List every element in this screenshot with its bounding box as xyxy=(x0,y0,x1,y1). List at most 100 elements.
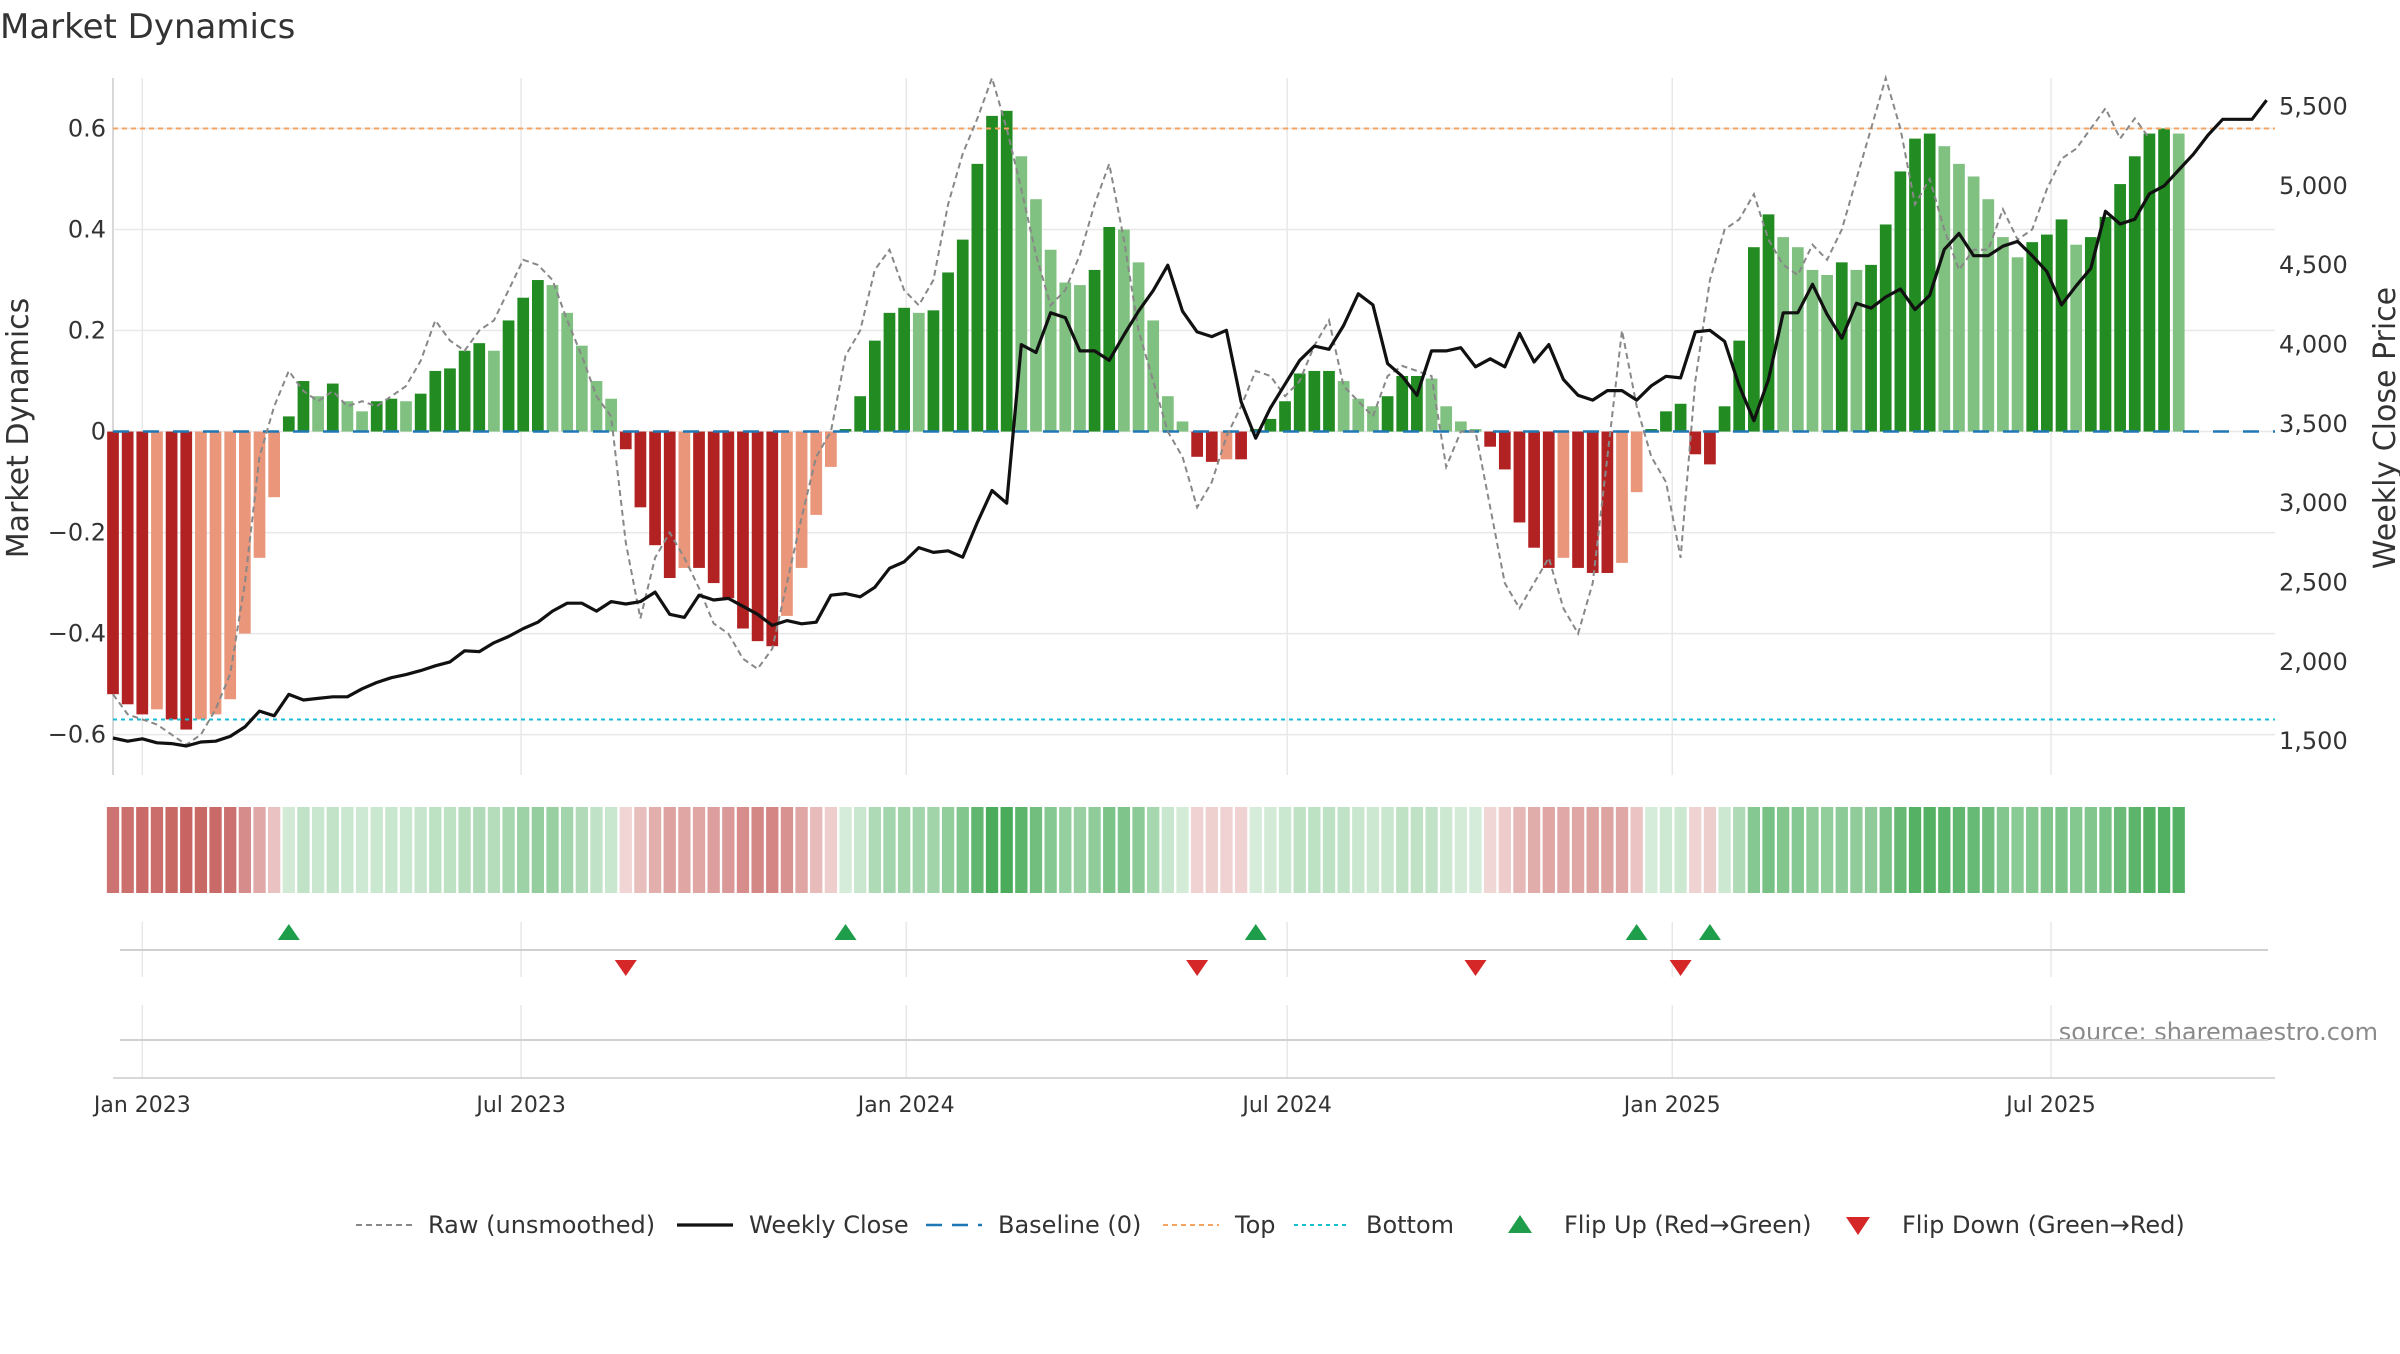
regime-cell xyxy=(311,807,325,893)
regime-cell xyxy=(590,807,603,893)
dynamics-bar xyxy=(1645,429,1658,432)
regime-cell xyxy=(1777,807,1790,893)
dynamics-bar xyxy=(1835,262,1848,432)
regime-cell xyxy=(502,807,515,893)
x-tick-label: Jan 2023 xyxy=(92,1093,191,1118)
dynamics-bar xyxy=(2114,184,2126,432)
regime-cell xyxy=(443,807,457,893)
y2-tick-label: 3,500 xyxy=(2279,410,2348,438)
dynamics-bar xyxy=(1308,370,1321,432)
regime-cell xyxy=(106,807,120,893)
dynamics-bar xyxy=(839,429,852,432)
dynamics-bar xyxy=(136,431,149,715)
regime-cell xyxy=(1044,807,1057,893)
dynamics-bar xyxy=(766,431,779,647)
dynamics-bar xyxy=(253,431,266,558)
regime-cell xyxy=(2099,807,2112,893)
regime-cell xyxy=(1923,807,1936,893)
dynamics-bar xyxy=(224,431,237,700)
regime-cell xyxy=(751,807,764,893)
regime-cell xyxy=(692,807,706,893)
dynamics-bar xyxy=(2158,128,2170,432)
regime-cell xyxy=(1938,807,1951,893)
regime-cell xyxy=(1542,807,1555,893)
regime-cell xyxy=(766,807,779,893)
regime-cell xyxy=(1967,807,1980,893)
x-tick-label: Jul 2025 xyxy=(2004,1093,2096,1118)
dynamics-bar xyxy=(2128,156,2141,432)
legend-label: Bottom xyxy=(1366,1211,1454,1239)
y-tick-label: −0.4 xyxy=(48,620,106,648)
regime-cell xyxy=(1029,807,1043,893)
x-axis: Jan 2023 Jul 2023 Jan 2024 Jul 2024 Jan 2025… xyxy=(92,1077,2275,1118)
dynamics-bar xyxy=(429,370,442,432)
regime-cell xyxy=(1659,807,1673,893)
dynamics-bar xyxy=(1806,269,1819,432)
regime-cell xyxy=(1440,807,1453,893)
regime-cell xyxy=(2157,807,2171,893)
dynamics-bar xyxy=(1982,199,1995,432)
regime-cell xyxy=(487,807,501,893)
regime-cell xyxy=(1718,807,1731,893)
dynamics-bar xyxy=(517,297,530,432)
regime-cell xyxy=(1103,807,1116,893)
regime-cell xyxy=(561,807,574,893)
regime-cell xyxy=(1381,807,1394,893)
regime-cell xyxy=(634,807,647,893)
regime-cell xyxy=(1059,807,1072,893)
legend-label: Top xyxy=(1234,1211,1276,1239)
regime-cell xyxy=(209,807,222,893)
dynamics-bar xyxy=(1205,431,1218,462)
legend-swatch xyxy=(1846,1217,1870,1235)
x-tick-label: Jan 2024 xyxy=(856,1093,955,1118)
x-tick-label: Jul 2023 xyxy=(474,1093,566,1118)
flip-panel xyxy=(120,922,2268,977)
regime-cell xyxy=(941,807,955,893)
dynamics-bar xyxy=(121,431,134,705)
dynamics-bar xyxy=(473,343,486,432)
legend-item-flip_up: Flip Up (Red→Green) xyxy=(1508,1211,1812,1239)
regime-cell xyxy=(1645,807,1658,893)
legend-label: Baseline (0) xyxy=(998,1211,1141,1239)
regime-cell xyxy=(1396,807,1409,893)
y-tick-label: 0 xyxy=(91,418,106,446)
regime-cell xyxy=(180,807,193,893)
empty-panel xyxy=(120,1005,2268,1078)
dynamics-bar xyxy=(165,431,178,720)
dynamics-bar xyxy=(1747,247,1760,432)
regime-cell xyxy=(1337,807,1350,893)
y2-tick-label: 5,000 xyxy=(2279,172,2348,200)
dynamics-bar xyxy=(1454,421,1467,432)
dynamics-bar xyxy=(1542,431,1555,568)
regime-cell xyxy=(985,807,999,893)
y-tick-label: −0.2 xyxy=(48,519,106,547)
dynamics-bar xyxy=(107,431,119,695)
dynamics-bar xyxy=(722,431,735,599)
flip-down-marker xyxy=(1669,960,1692,976)
regime-cell xyxy=(1747,807,1761,893)
dynamics-bar xyxy=(590,381,603,432)
source-note: source: sharemaestro.com xyxy=(2059,1018,2378,1046)
regime-cell xyxy=(1703,807,1717,893)
regime-cell xyxy=(1733,807,1746,893)
dynamics-bar xyxy=(2011,257,2024,432)
dynamics-bar xyxy=(1660,411,1672,432)
legend-label: Flip Down (Green→Red) xyxy=(1902,1211,2185,1239)
legend-item-close: Weekly Close xyxy=(677,1211,909,1239)
regime-cell xyxy=(1850,807,1863,893)
regime-cell xyxy=(1513,807,1526,893)
dynamics-bar xyxy=(2099,216,2112,432)
regime-cell xyxy=(780,807,794,893)
regime-cell xyxy=(194,807,208,893)
regime-cell xyxy=(150,807,164,893)
regime-cell xyxy=(1410,807,1424,893)
dynamics-bar xyxy=(1323,370,1335,432)
dynamics-bar xyxy=(1176,421,1189,432)
dynamics-bar xyxy=(912,312,925,432)
flip-up-marker xyxy=(834,924,857,940)
dynamics-bar xyxy=(854,396,867,432)
regime-cell xyxy=(1073,807,1087,893)
dynamics-bar xyxy=(883,312,896,432)
regime-cell xyxy=(1982,807,1995,893)
dynamics-bar xyxy=(2084,237,2097,432)
